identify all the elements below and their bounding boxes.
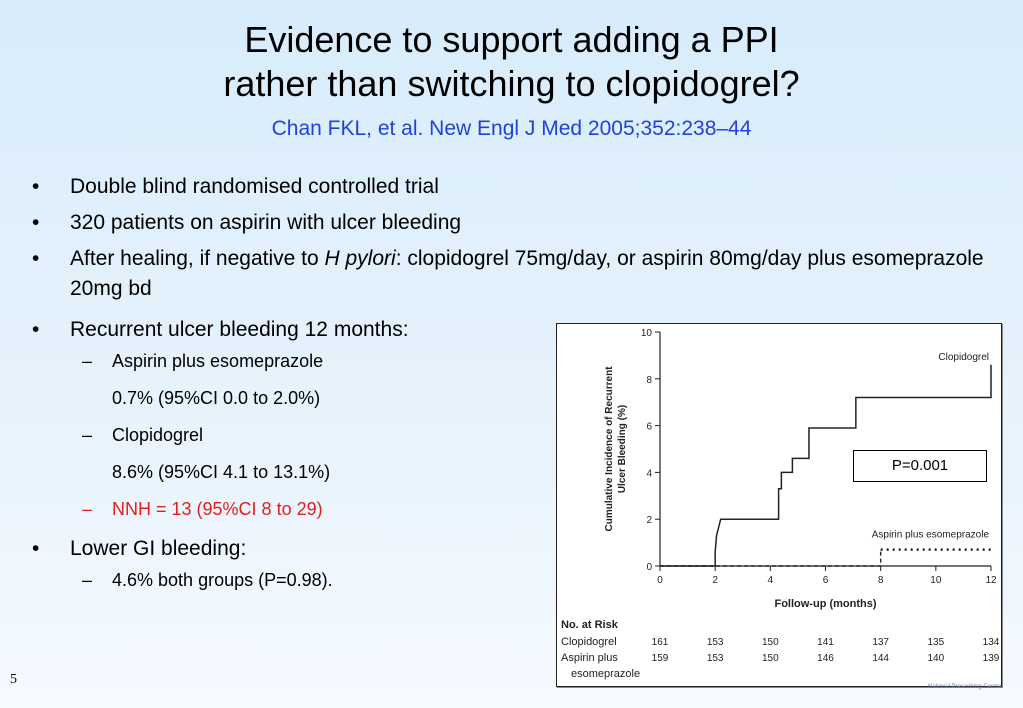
title-line-1: Evidence to support adding a PPI <box>244 19 779 60</box>
y-tick-label: 0 <box>646 562 652 573</box>
kaplan-meier-figure: 0 2 4 6 8 10 0 2 4 6 8 10 12 Follow-up (months) Cumula… <box>556 323 1002 687</box>
slide-title: Evidence to support adding a PPI rather … <box>0 18 1023 106</box>
bullet-list: Double blind randomised controlled trial… <box>28 172 1008 605</box>
chart-svg: 0 2 4 6 8 10 0 2 4 6 8 10 12 Follow-up (months) Cumula… <box>561 328 1000 680</box>
x-tick-label: 6 <box>823 575 829 586</box>
logo: National Prescribing Centre <box>928 684 1002 690</box>
series-layer <box>660 364 992 567</box>
risk-value: 144 <box>872 653 889 664</box>
label-layer: 0 2 4 6 8 10 0 2 4 6 8 10 12 Follow-up (months) Cumula… <box>604 328 997 610</box>
risk-table-layer: No. at Risk Clopidogrel 161 153 150 141 137 135… <box>561 619 1000 680</box>
sub-aspirin: Aspirin plus esomeprazole <box>70 349 1008 373</box>
bullet-recurrent: Recurrent ulcer bleeding 12 months: Aspi… <box>28 315 1008 521</box>
series-label-aspirin-esomeprazole: Aspirin plus esomeprazole <box>872 530 990 541</box>
sub-clopidogrel: Clopidogrel <box>70 423 1008 447</box>
risk-value: 159 <box>652 653 669 664</box>
y-tick-label: 8 <box>646 375 652 386</box>
sub-list-recurrent: Aspirin plus esomeprazole 0.7% (95%CI 0.… <box>70 349 1008 521</box>
bullet-patients: 320 patients on aspirin with ulcer bleed… <box>28 208 1008 238</box>
y-tick-label: 6 <box>646 422 652 433</box>
x-tick-label: 12 <box>985 575 997 586</box>
p-value-box: P=0.001 <box>853 450 987 482</box>
x-tick-label: 0 <box>657 575 663 586</box>
sub-lower-gi: 4.6% both groups (P=0.98). <box>70 568 1008 592</box>
sub-nnh: NNH = 13 (95%CI 8 to 29) <box>70 497 1008 521</box>
y-tick-label: 4 <box>646 468 652 479</box>
y-axis-label-line1: Cumulative Incidence of Recurrent <box>604 366 615 532</box>
title-line-2: rather than switching to clopidogrel? <box>223 63 800 104</box>
risk-row-label: Aspirin plus <box>561 652 618 664</box>
risk-value: 140 <box>927 653 944 664</box>
risk-value: 161 <box>652 637 669 648</box>
citation: Chan FKL, et al. New Engl J Med 2005;352… <box>271 117 752 140</box>
x-tick-label: 8 <box>878 575 884 586</box>
risk-value: 150 <box>762 637 779 648</box>
bullet-lower-gi-label: Lower GI bleeding: <box>70 537 247 560</box>
sub-aspirin-value: 0.7% (95%CI 0.0 to 2.0%) <box>112 388 321 408</box>
bullet-treatment: After healing, if negative to H pylori: … <box>28 244 1008 304</box>
risk-value: 141 <box>817 637 834 648</box>
series-label-clopidogrel: Clopidogrel <box>938 352 989 363</box>
x-tick-label: 10 <box>930 575 942 586</box>
risk-value: 135 <box>927 637 944 648</box>
risk-table-header: No. at Risk <box>561 619 619 631</box>
bullet-lower-gi: Lower GI bleeding: 4.6% both groups (P=0… <box>28 534 1008 592</box>
risk-row-label-cont: esomeprazole <box>571 668 640 680</box>
risk-value: 150 <box>762 653 779 664</box>
bullet-treatment-italic: H pylori <box>324 247 396 270</box>
bullet-recurrent-label: Recurrent ulcer bleeding 12 months: <box>70 318 409 341</box>
bullet-design: Double blind randomised controlled trial <box>28 172 1008 202</box>
risk-value: 153 <box>707 653 724 664</box>
slide-number: 5 <box>10 672 17 687</box>
series-line-clopidogrel <box>660 364 992 567</box>
sub-list-lower-gi: 4.6% both groups (P=0.98). <box>70 568 1008 592</box>
risk-row-label: Clopidogrel <box>561 636 617 648</box>
y-tick-label: 2 <box>646 515 652 526</box>
series-line-aspirin-esomeprazole <box>660 549 882 567</box>
sub-clopidogrel-value: 8.6% (95%CI 4.1 to 13.1%) <box>112 462 331 482</box>
y-axis-label-line2: Ulcer Bleeding (%) <box>617 405 628 493</box>
risk-value: 139 <box>983 653 1000 664</box>
risk-value: 153 <box>707 637 724 648</box>
y-tick-label: 10 <box>641 328 653 339</box>
x-tick-label: 4 <box>768 575 774 586</box>
bullet-treatment-pre: After healing, if negative to <box>70 247 325 270</box>
x-axis-label: Follow-up (months) <box>774 598 876 610</box>
risk-value: 134 <box>983 637 1000 648</box>
risk-value: 137 <box>872 637 889 648</box>
risk-value: 146 <box>817 653 834 664</box>
x-tick-label: 2 <box>712 575 718 586</box>
bullet-treatment-post: : clopidogrel 75mg/day, or aspirin 80mg/… <box>70 247 984 300</box>
